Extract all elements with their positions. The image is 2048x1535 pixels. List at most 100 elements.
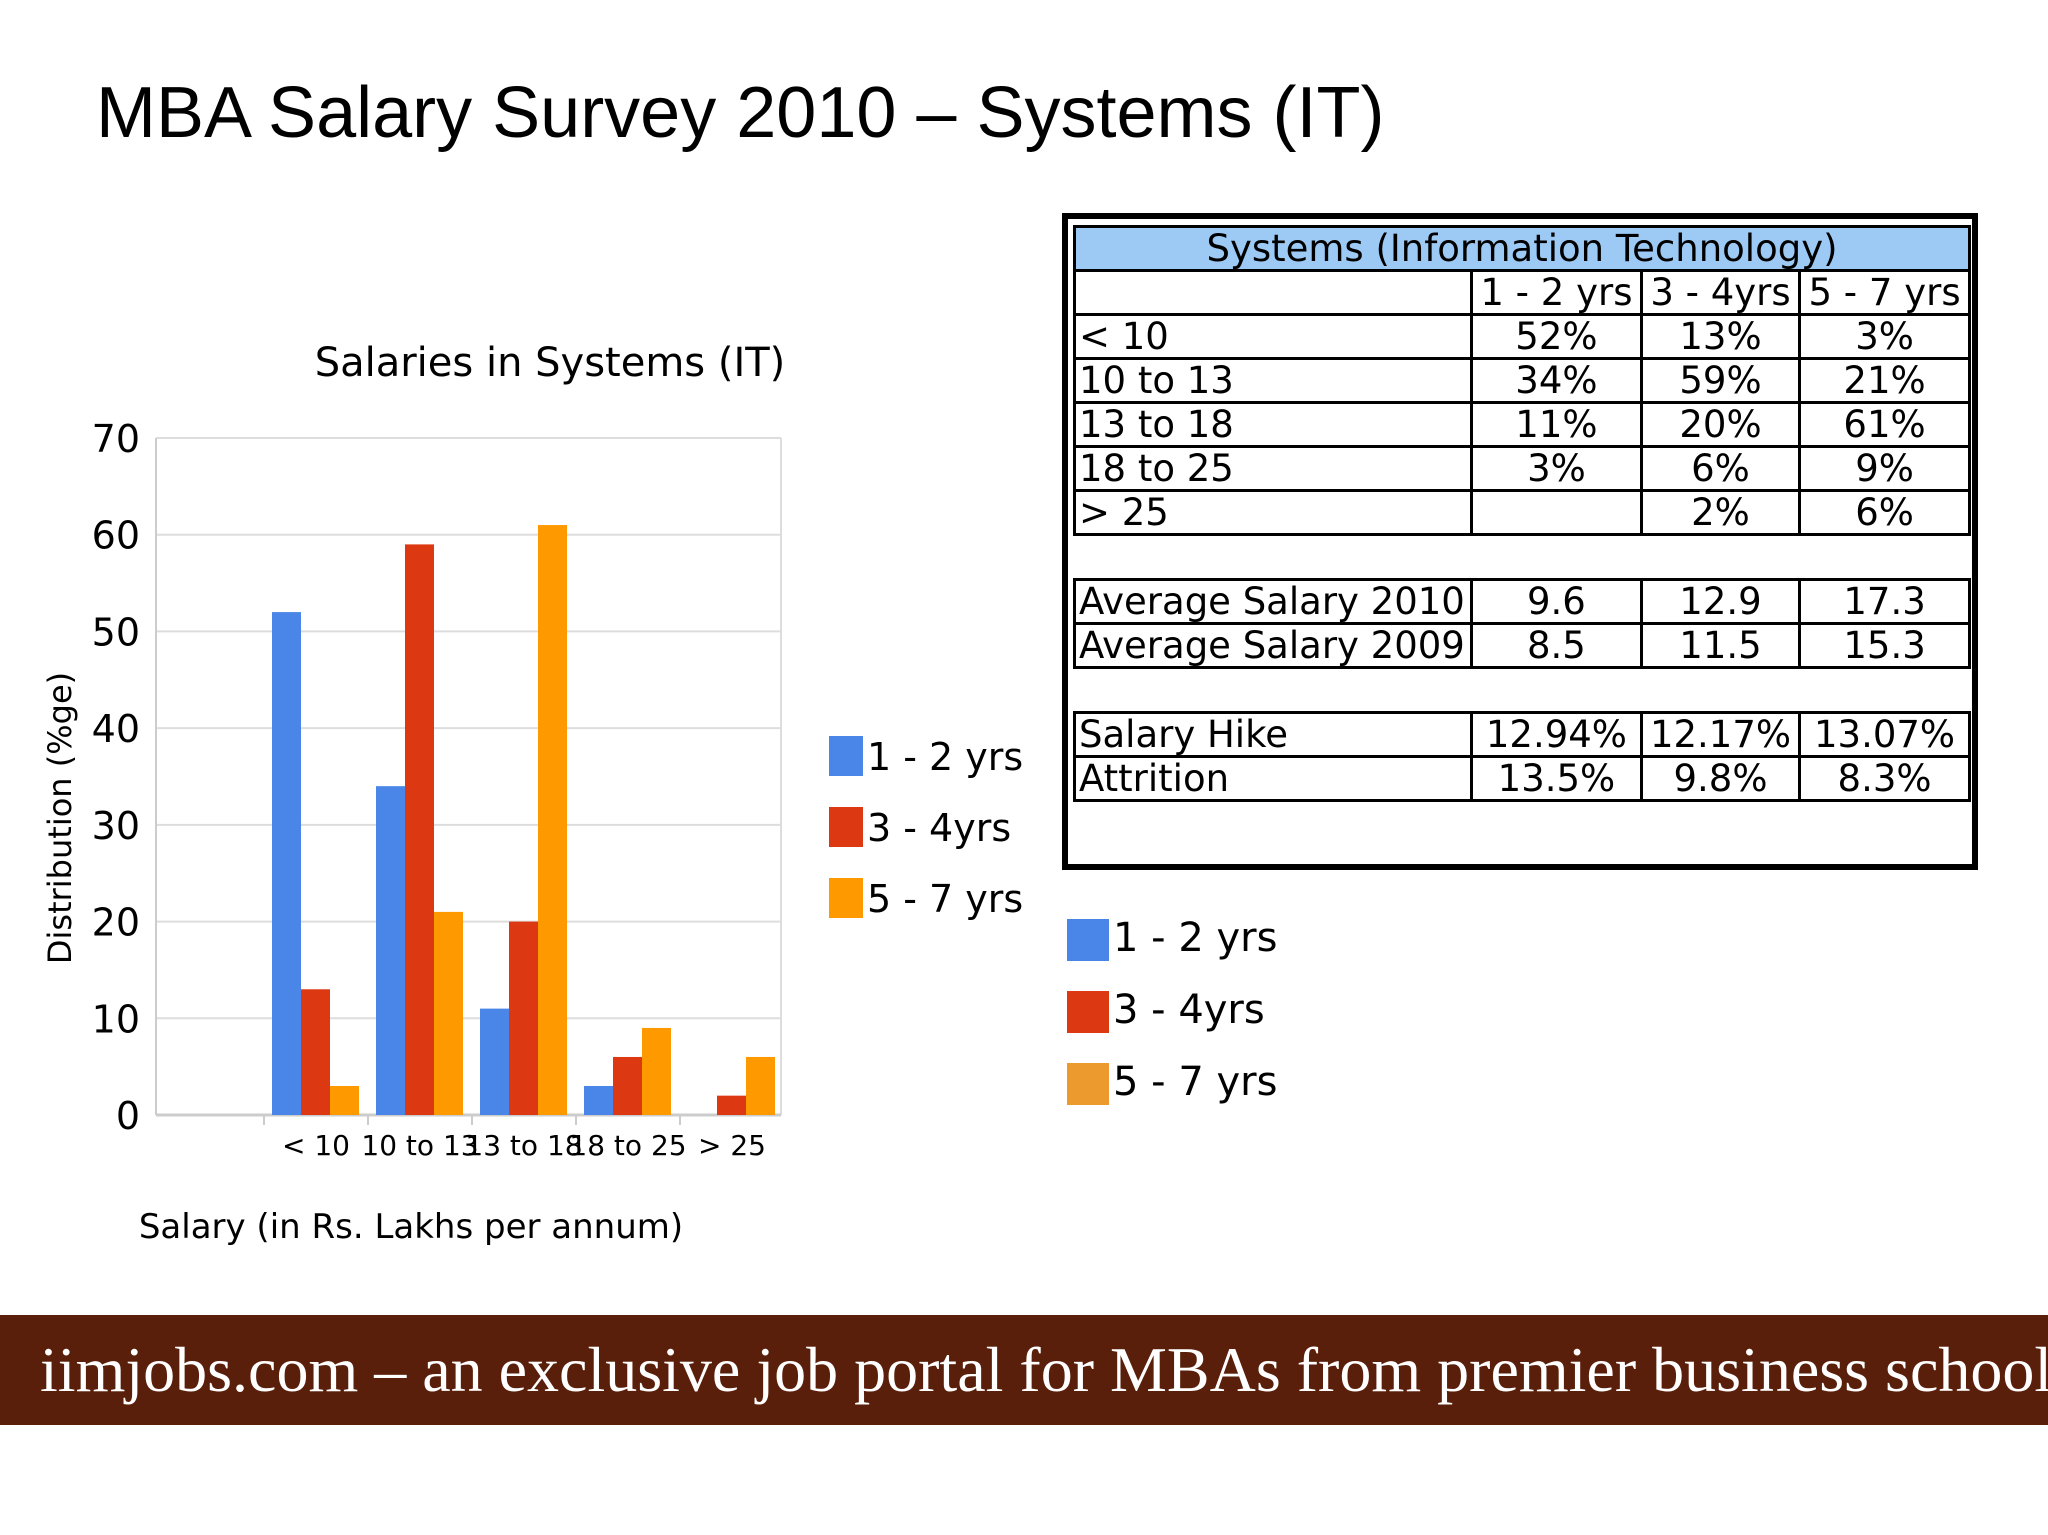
- x-tick-label: 13 to 18: [465, 1129, 582, 1162]
- footer-text: iimjobs.com – an exclusive job portal fo…: [40, 1334, 2048, 1405]
- legend-swatch: [1067, 1063, 1109, 1105]
- table-cell: 8.5: [1470, 622, 1643, 669]
- table-cell: 52%: [1470, 313, 1643, 360]
- table-cell: 9.8%: [1639, 755, 1802, 802]
- bar: [376, 786, 405, 1115]
- legend-label: 1 - 2 yrs: [867, 735, 1023, 779]
- bar: [613, 1056, 642, 1115]
- chart-bars: [272, 525, 775, 1115]
- bar: [509, 921, 538, 1115]
- bar: [434, 911, 463, 1115]
- table-row: Average Salary 2009 8.5 11.5 15.3: [1073, 622, 1971, 669]
- table-row: > 25 2% 6%: [1073, 489, 1971, 536]
- table-spacer: [1074, 533, 1970, 581]
- table-row-label: Salary Hike: [1073, 711, 1473, 758]
- table-row: Salary Hike 12.94% 12.17% 13.07%: [1073, 711, 1971, 758]
- chart-legend: 1 - 2 yrs 3 - 4yrs 5 - 7 yrs: [829, 735, 1023, 921]
- table-row: Average Salary 2010 9.6 12.9 17.3: [1073, 578, 1971, 625]
- table-row: 10 to 13 34% 59% 21%: [1073, 357, 1971, 404]
- legend-swatch: [829, 878, 863, 918]
- survey-data-table: Systems (Information Technology) 1 - 2 y…: [1073, 225, 1971, 802]
- bar: [301, 989, 330, 1115]
- table-cell: 12.94%: [1470, 711, 1643, 758]
- table-col-header: 1 - 2 yrs: [1470, 269, 1643, 316]
- x-axis-title: Salary (in Rs. Lakhs per annum): [139, 1207, 683, 1247]
- table-cell: 2%: [1639, 489, 1802, 536]
- table-row-label: > 25: [1073, 489, 1473, 536]
- table-title: Systems (Information Technology): [1073, 225, 1971, 272]
- y-tick-label: 20: [92, 901, 140, 945]
- table-cell: 21%: [1798, 357, 1971, 404]
- bar: [480, 1008, 509, 1115]
- table-cell: 20%: [1639, 401, 1802, 448]
- table-row-label: 10 to 13: [1073, 357, 1473, 404]
- footer-band: iimjobs.com – an exclusive job portal fo…: [0, 1315, 2048, 1425]
- y-tick-label: 10: [92, 997, 140, 1041]
- table-cell: 8.3%: [1798, 755, 1971, 802]
- table-row: 18 to 25 3% 6% 9%: [1073, 445, 1971, 492]
- table-cell: 17.3: [1798, 578, 1971, 625]
- y-tick-label: 30: [92, 804, 140, 848]
- table-col-header: 3 - 4yrs: [1639, 269, 1802, 316]
- x-tick-label: > 25: [698, 1129, 766, 1162]
- legend-label: 3 - 4yrs: [1113, 987, 1265, 1033]
- slide-title: MBA Salary Survey 2010 – Systems (IT): [96, 73, 1385, 153]
- table-cell: 59%: [1639, 357, 1802, 404]
- bar: [538, 525, 567, 1115]
- legend-label: 3 - 4yrs: [867, 806, 1011, 850]
- bar: [642, 1027, 671, 1115]
- bar: [717, 1095, 746, 1115]
- bar: [746, 1056, 775, 1115]
- table-corner-cell: [1073, 269, 1473, 316]
- x-tick-label: < 10: [282, 1129, 350, 1162]
- y-tick-label: 50: [92, 610, 140, 654]
- chart-title: Salaries in Systems (IT): [315, 340, 786, 386]
- bar: [330, 1085, 359, 1115]
- table-cell: 13.5%: [1470, 755, 1643, 802]
- x-tick-label: 18 to 25: [569, 1129, 686, 1162]
- legend-swatch: [1067, 991, 1109, 1033]
- table-row-label: Average Salary 2009: [1073, 622, 1473, 669]
- legend-swatch: [829, 736, 863, 776]
- table-row: < 10 52% 13% 3%: [1073, 313, 1971, 360]
- table-row-label: Average Salary 2010: [1073, 578, 1473, 625]
- legend-swatch: [829, 807, 863, 847]
- y-axis-title: Distribution (%ge): [41, 672, 79, 964]
- table-cell: 6%: [1798, 489, 1971, 536]
- table-cell: 12.9: [1639, 578, 1802, 625]
- survey-table: Systems (Information Technology) 1 - 2 y…: [1062, 213, 1978, 870]
- legend-label: 5 - 7 yrs: [1113, 1059, 1278, 1105]
- table-cell: 11.5: [1639, 622, 1802, 669]
- table-row-label: Attrition: [1073, 755, 1473, 802]
- table-cell: 34%: [1470, 357, 1643, 404]
- bar-chart: Salaries in Systems (IT) 0 10 20 30 40 50 60 70…: [41, 340, 1023, 1247]
- y-tick-label: 40: [92, 707, 140, 751]
- table-cell: 12.17%: [1639, 711, 1802, 758]
- table-row-label: 13 to 18: [1073, 401, 1473, 448]
- table-row: Attrition 13.5% 9.8% 8.3%: [1073, 755, 1971, 802]
- table-cell: [1470, 489, 1643, 536]
- table-cell: 15.3: [1798, 622, 1971, 669]
- legend-label: 5 - 7 yrs: [867, 877, 1023, 921]
- legend-label: 1 - 2 yrs: [1113, 915, 1278, 961]
- table-cell: 13.07%: [1798, 711, 1971, 758]
- y-tick-label: 70: [92, 417, 140, 461]
- table-row: 13 to 18 11% 20% 61%: [1073, 401, 1971, 448]
- x-tick-label: 10 to 13: [361, 1129, 478, 1162]
- chart-gridlines: [155, 437, 782, 1117]
- table-cell: 13%: [1639, 313, 1802, 360]
- table-cell: 9%: [1798, 445, 1971, 492]
- table-cell: 61%: [1798, 401, 1971, 448]
- table-col-header: 5 - 7 yrs: [1798, 269, 1971, 316]
- y-axis-ticks: 0 10 20 30 40 50 60 70: [92, 417, 140, 1138]
- table-spacer: [1074, 666, 1970, 714]
- table-cell: 11%: [1470, 401, 1643, 448]
- y-tick-label: 0: [116, 1094, 140, 1138]
- table-row-label: 18 to 25: [1073, 445, 1473, 492]
- bar: [405, 544, 434, 1115]
- table-cell: 9.6: [1470, 578, 1643, 625]
- table-row-label: < 10: [1073, 313, 1473, 360]
- y-tick-label: 60: [92, 514, 140, 558]
- legend-swatch: [1067, 919, 1109, 961]
